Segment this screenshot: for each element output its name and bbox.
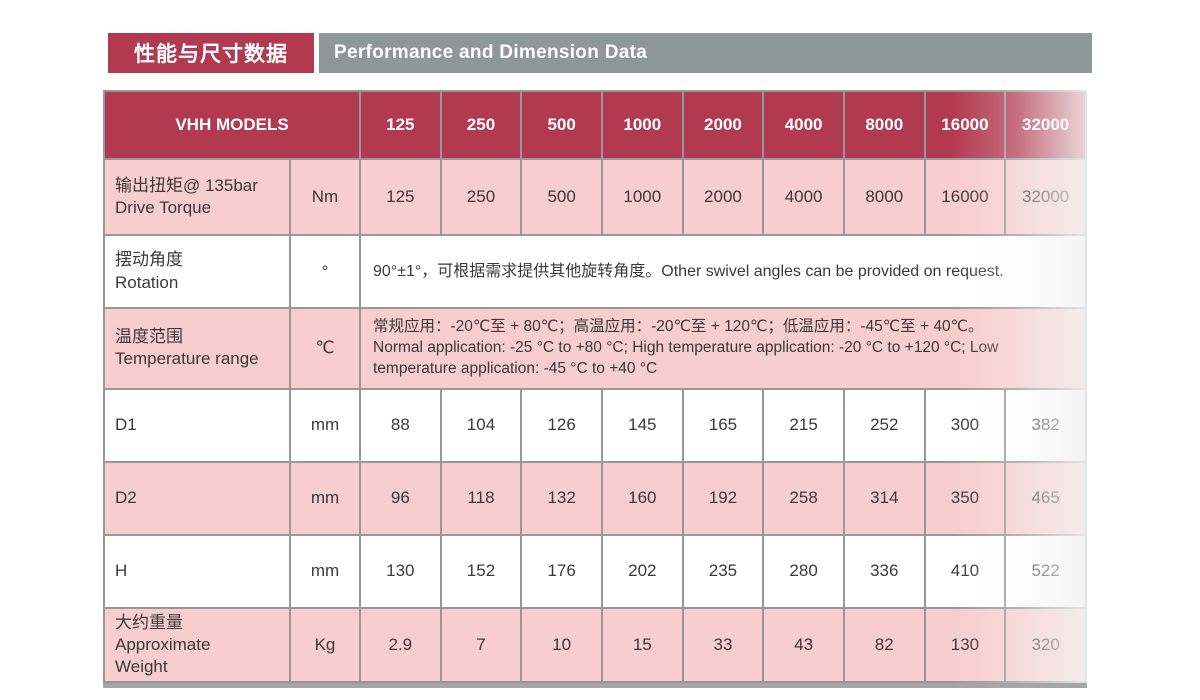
value-cell: 32000 xyxy=(1004,158,1087,236)
model-column-header: 4000 xyxy=(762,90,845,160)
model-column-header: 2000 xyxy=(681,90,765,160)
temperature-note-en: Normal application: -25 °C to +80 °C; Hi… xyxy=(373,338,999,377)
performance-table-wrap: VHH MODELS 125 250 500 1000 2000 4000 80… xyxy=(103,90,1087,688)
value-cell: 132 xyxy=(520,460,603,536)
value-cell: 522 xyxy=(1004,533,1087,609)
row-drive-torque: 输出扭矩@ 135bar Drive Torque Nm 125 250 500… xyxy=(103,158,1087,236)
row-h: H mm 130 152 176 202 235 280 336 410 522 xyxy=(103,533,1087,609)
value-cell: 176 xyxy=(520,533,603,609)
unit-cell: Kg xyxy=(289,606,361,683)
value-cell: 10 xyxy=(520,606,603,683)
value-cell: 96 xyxy=(359,460,442,536)
unit-cell: mm xyxy=(289,533,361,609)
row-label-en: Rotation xyxy=(115,272,179,292)
section-header: 性能与尺寸数据 Performance and Dimension Data xyxy=(108,33,1092,73)
row-temperature-range: 温度范围 Temperature range ℃ 常规应用：-20℃至 + 80… xyxy=(103,307,1087,390)
row-label: 输出扭矩@ 135bar Drive Torque xyxy=(103,158,291,236)
models-header-cell: VHH MODELS xyxy=(103,90,361,160)
value-cell: 130 xyxy=(359,533,442,609)
row-approximate-weight: 大约重量 Approximate Weight Kg 2.9 7 10 15 3… xyxy=(103,606,1087,683)
row-label-cn: 温度范围 xyxy=(115,327,183,347)
row-d1: D1 mm 88 104 126 145 165 215 252 300 382 xyxy=(103,387,1087,463)
row-label: 大约重量 Approximate Weight xyxy=(103,606,291,683)
row-label-cn: 摆动角度 xyxy=(115,250,183,270)
unit-cell: mm xyxy=(289,387,361,463)
title-divider xyxy=(314,33,319,73)
value-cell: 215 xyxy=(762,387,845,463)
performance-table: VHH MODELS 125 250 500 1000 2000 4000 80… xyxy=(103,90,1087,683)
model-column-header: 500 xyxy=(520,90,603,160)
model-column-header: 8000 xyxy=(842,90,926,160)
value-cell: 250 xyxy=(439,158,523,236)
value-cell: 7 xyxy=(439,606,523,683)
value-cell: 410 xyxy=(923,533,1007,609)
row-d2: D2 mm 96 118 132 160 192 258 314 350 465 xyxy=(103,460,1087,536)
row-label: 温度范围 Temperature range xyxy=(103,307,291,390)
value-cell: 500 xyxy=(520,158,603,236)
value-cell: 336 xyxy=(842,533,926,609)
section-title-en: Performance and Dimension Data xyxy=(319,33,1092,73)
unit-cell: ℃ xyxy=(289,307,361,390)
row-label-cn: 大约重量 xyxy=(115,612,183,632)
value-cell: 235 xyxy=(681,533,765,609)
row-label: H xyxy=(103,533,291,609)
value-cell: 82 xyxy=(842,606,926,683)
value-cell: 2.9 xyxy=(359,606,442,683)
value-cell: 1000 xyxy=(600,158,684,236)
model-column-header: 250 xyxy=(439,90,523,160)
value-cell: 202 xyxy=(600,533,684,609)
value-cell: 160 xyxy=(600,460,684,536)
value-cell: 118 xyxy=(439,460,523,536)
row-label-en: Drive Torque xyxy=(115,198,212,217)
value-cell: 16000 xyxy=(923,158,1007,236)
model-column-header: 32000 xyxy=(1004,90,1087,160)
value-cell: 88 xyxy=(359,387,442,463)
value-cell: 33 xyxy=(681,606,765,683)
value-cell: 192 xyxy=(681,460,765,536)
rotation-note-cell: 90°±1°，可根据需求提供其他旋转角度。Other swivel angles… xyxy=(359,234,1087,309)
value-cell: 126 xyxy=(520,387,603,463)
row-label-en: Temperature range xyxy=(115,349,259,369)
row-rotation: 摆动角度 Rotation ° 90°±1°，可根据需求提供其他旋转角度。Oth… xyxy=(103,234,1087,309)
value-cell: 2000 xyxy=(681,158,765,236)
row-label-cn: 输出扭矩@ 135bar xyxy=(115,175,258,195)
unit-cell: Nm xyxy=(289,158,361,236)
value-cell: 125 xyxy=(359,158,442,236)
value-cell: 382 xyxy=(1004,387,1087,463)
table-header-row: VHH MODELS 125 250 500 1000 2000 4000 80… xyxy=(103,90,1087,160)
value-cell: 15 xyxy=(600,606,684,683)
row-label: D2 xyxy=(103,460,291,536)
value-cell: 350 xyxy=(923,460,1007,536)
model-column-header: 125 xyxy=(359,90,442,160)
value-cell: 8000 xyxy=(842,158,926,236)
row-label-en: Approximate Weight xyxy=(115,634,211,676)
value-cell: 165 xyxy=(681,387,765,463)
row-label: 摆动角度 Rotation xyxy=(103,234,291,309)
value-cell: 104 xyxy=(439,387,523,463)
section-title-cn: 性能与尺寸数据 xyxy=(108,33,314,73)
value-cell: 314 xyxy=(842,460,926,536)
unit-cell: ° xyxy=(289,234,361,309)
model-column-header: 1000 xyxy=(600,90,684,160)
unit-cell: mm xyxy=(289,460,361,536)
value-cell: 300 xyxy=(923,387,1007,463)
temperature-note-cn: 常规应用：-20℃至 + 80℃；高温应用：-20℃至 + 120℃；低温应用：… xyxy=(373,318,984,335)
value-cell: 252 xyxy=(842,387,926,463)
value-cell: 320 xyxy=(1004,606,1087,683)
value-cell: 152 xyxy=(439,533,523,609)
value-cell: 280 xyxy=(762,533,845,609)
value-cell: 258 xyxy=(762,460,845,536)
value-cell: 4000 xyxy=(762,158,845,236)
temperature-note-cell: 常规应用：-20℃至 + 80℃；高温应用：-20℃至 + 120℃；低温应用：… xyxy=(359,307,1087,390)
row-label: D1 xyxy=(103,387,291,463)
value-cell: 43 xyxy=(762,606,845,683)
value-cell: 130 xyxy=(923,606,1007,683)
value-cell: 145 xyxy=(600,387,684,463)
model-column-header: 16000 xyxy=(923,90,1007,160)
value-cell: 465 xyxy=(1004,460,1087,536)
